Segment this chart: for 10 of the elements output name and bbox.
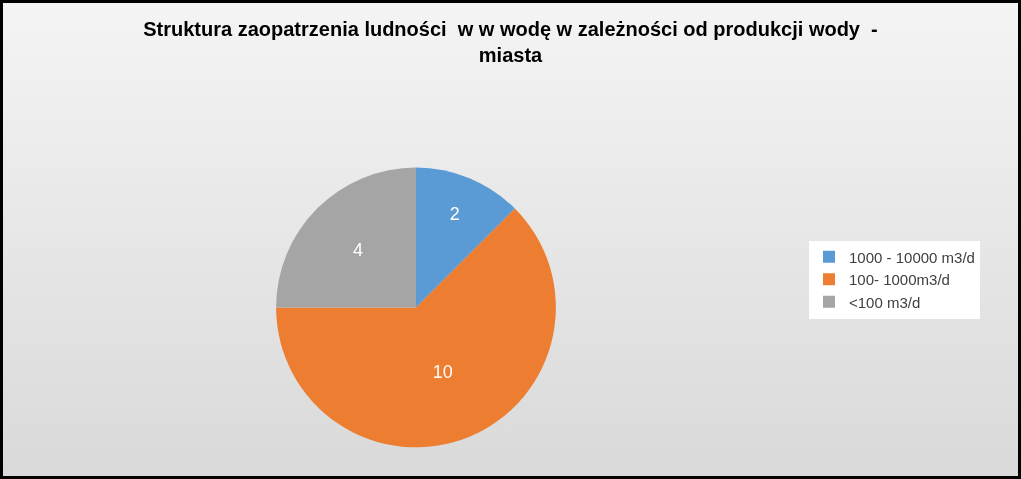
data-label: 2 [449, 204, 460, 225]
pie-slice [415, 167, 515, 308]
pie-slice [276, 167, 416, 308]
legend-label: 100- 1000m3/d [849, 271, 950, 289]
data-label: 10 [432, 362, 453, 383]
data-label: 4 [353, 239, 364, 260]
legend-label: 1000 - 10000 m3/d [849, 248, 975, 266]
legend-label: <100 m3/d [849, 293, 921, 311]
chart-title: Struktura zaopatrzenia ludności w w wodę w zależności od produkcji wody - miasta [143, 18, 878, 67]
pie-slice [276, 208, 556, 448]
